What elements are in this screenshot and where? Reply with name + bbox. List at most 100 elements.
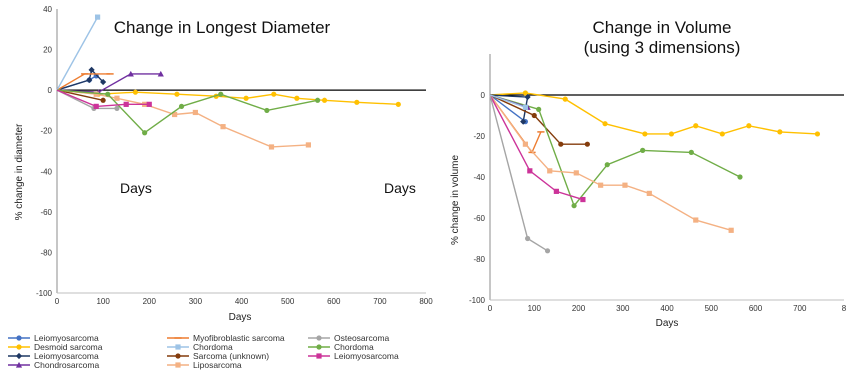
legend-label: Liposarcoma — [193, 360, 242, 370]
left-data-point — [172, 111, 178, 118]
left-x-tick-label: 500 — [281, 297, 295, 306]
left-days-annotation-2: Days — [384, 180, 416, 196]
legend-marker — [15, 361, 23, 368]
legend-label: Chondrosarcoma — [34, 360, 99, 370]
right-series-line — [489, 94, 548, 252]
right-data-point — [553, 188, 559, 194]
legend-entry: Chordoma — [308, 342, 374, 352]
left-data-point — [86, 76, 93, 84]
right-data-point — [525, 235, 531, 242]
right-data-point — [640, 147, 646, 153]
legend-entry: Sarcoma (unknown) — [167, 351, 269, 361]
right-x-tick-label: 0 — [488, 304, 493, 313]
right-series-leiomyosarcoma — [489, 94, 586, 203]
left-data-point — [146, 101, 152, 107]
right-data-point — [622, 182, 628, 188]
legend-marker — [316, 335, 322, 341]
right-data-point — [558, 141, 564, 147]
left-x-tick-label: 100 — [96, 297, 110, 306]
right-series-line — [489, 94, 526, 108]
right-y-tick-label: -40 — [473, 173, 485, 182]
left-series-chordoma — [56, 14, 101, 91]
left-y-tick-label: -20 — [40, 127, 52, 136]
legend-label: Desmoid sarcoma — [34, 342, 103, 352]
right-y-tick-label: -100 — [469, 296, 486, 305]
right-data-point — [522, 90, 529, 96]
left-data-point — [157, 70, 164, 77]
right-y-tick-label: -80 — [473, 255, 485, 264]
left-data-point — [100, 78, 107, 86]
left-data-point — [142, 130, 148, 136]
right-data-point — [668, 131, 675, 137]
right-series-line — [489, 94, 526, 123]
right-series-chordoma — [489, 94, 743, 209]
right-series-liposarcoma — [489, 94, 734, 233]
left-data-point — [243, 95, 249, 101]
right-series-chordoma — [489, 94, 528, 110]
right-series-line — [489, 94, 588, 145]
right-series-leiomyosarcoma — [489, 93, 531, 125]
left-series-line — [56, 73, 161, 93]
left-data-point — [178, 103, 185, 109]
right-data-point — [527, 168, 533, 174]
right-data-point — [522, 141, 528, 147]
legend-label: Chordoma — [193, 342, 233, 352]
left-data-point — [220, 124, 226, 130]
right-chart-title: Change in Volume — [593, 18, 732, 37]
legend-entry: Chondrosarcoma — [8, 360, 99, 370]
legend-label: Osteosarcoma — [334, 333, 390, 343]
right-series-osteosarcoma — [489, 94, 551, 254]
left-data-point — [127, 70, 134, 77]
left-plot-area: 0 100 200 300 400 500 600 700 80040200-20-40-60-… — [36, 5, 433, 306]
left-x-tick-label: 600 — [327, 297, 341, 306]
left-data-point — [88, 66, 95, 73]
legend-label: Myofibroblastic sarcoma — [193, 333, 285, 343]
left-data-point — [354, 99, 360, 105]
right-data-point — [693, 217, 699, 223]
left-data-point — [93, 103, 99, 109]
left-y-tick-label: 40 — [43, 5, 52, 14]
right-data-point — [646, 190, 652, 196]
right-x-tick-label: 500 — [705, 304, 719, 313]
left-days-annotation-1: Days — [120, 180, 152, 196]
right-data-point — [746, 123, 752, 129]
right-x-axis-label: Days — [656, 318, 679, 329]
right-data-point — [524, 93, 531, 101]
legend-marker — [15, 352, 23, 360]
left-data-point — [264, 107, 270, 114]
right-data-point — [584, 141, 590, 147]
left-x-tick-label: 300 — [189, 297, 203, 306]
right-y-axis-label: % change in volume — [450, 155, 461, 245]
right-data-point — [573, 170, 579, 176]
legend-marker — [175, 344, 181, 350]
right-data-point — [693, 123, 699, 129]
right-data-point — [571, 203, 577, 209]
left-series-line — [56, 89, 150, 108]
right-x-tick-label: 300 — [616, 304, 630, 313]
legend-marker — [175, 362, 181, 368]
left-data-point — [174, 91, 180, 97]
left-chart-title: Change in Longest Diameter — [114, 18, 331, 37]
right-data-point — [814, 131, 821, 137]
left-x-axis-label: Days — [229, 312, 252, 323]
right-data-point — [598, 182, 604, 188]
left-x-tick-label: 200 — [143, 297, 157, 306]
left-series-line — [56, 16, 99, 91]
legend: Leiomyosarcoma Myofibroblastic sarcoma Ost… — [8, 333, 399, 370]
left-data-point — [395, 101, 401, 107]
right-data-point — [737, 174, 743, 180]
legend-label: Chordoma — [334, 342, 374, 352]
left-series-sarcoma-unknown- — [56, 89, 106, 103]
legend-entry: Myofibroblastic sarcoma — [167, 333, 285, 343]
right-chart-subtitle: (using 3 dimensions) — [584, 38, 741, 57]
legend-entry: Leiomyosarcoma — [308, 351, 399, 361]
left-series-leiomyosarcoma — [56, 66, 107, 91]
right-y-tick-label: -60 — [473, 214, 485, 223]
right-data-point — [642, 131, 648, 137]
left-data-point — [94, 14, 101, 20]
right-x-tick-label: 200 — [572, 304, 586, 313]
left-y-tick-label: 0 — [48, 86, 53, 95]
legend-marker — [16, 335, 22, 341]
right-data-point — [520, 118, 527, 125]
right-data-point — [602, 121, 608, 127]
